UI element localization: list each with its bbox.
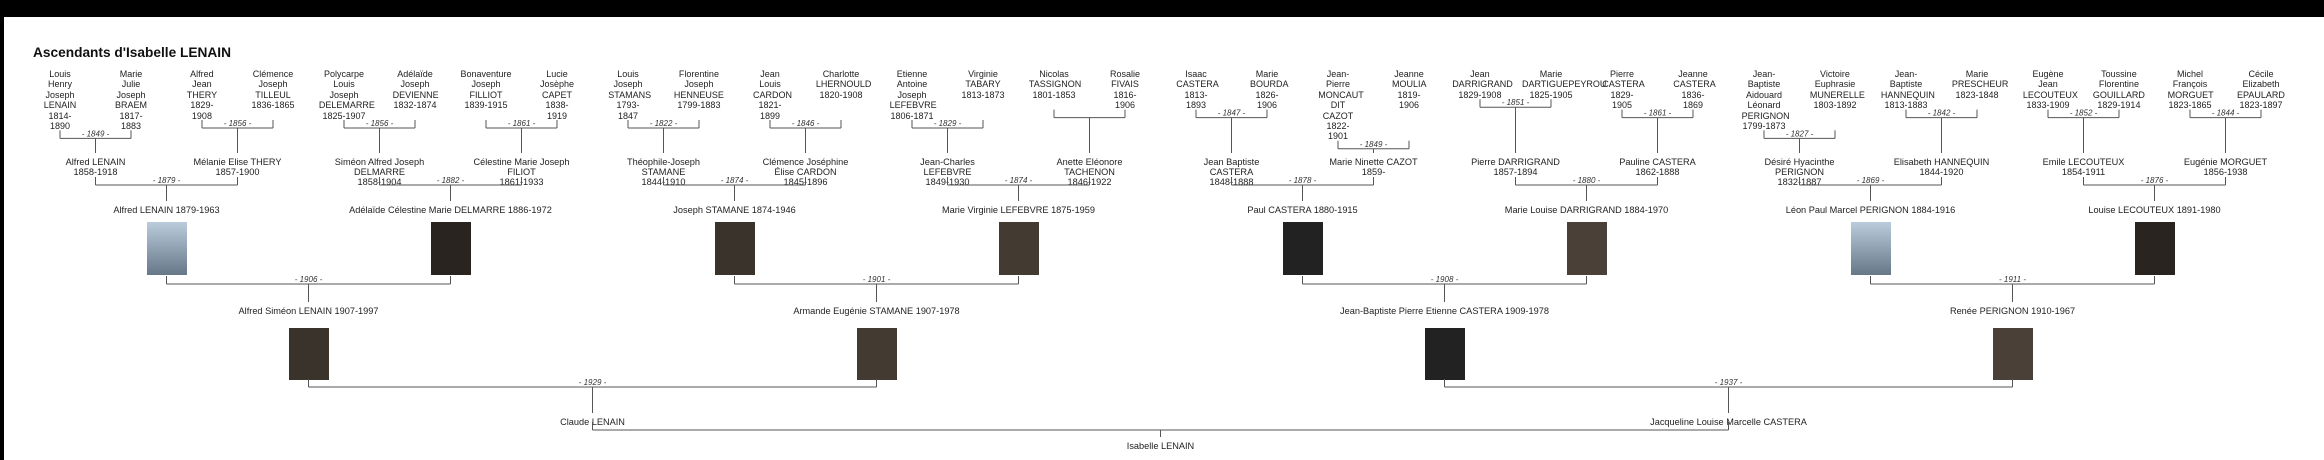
svg-text:- 1856 -: - 1856 -: [366, 119, 394, 128]
svg-text:- 1901 -: - 1901 -: [863, 275, 891, 284]
svg-text:- 1849 -: - 1849 -: [82, 129, 110, 138]
svg-text:- 1851 -: - 1851 -: [1502, 98, 1530, 107]
svg-text:- 1911 -: - 1911 -: [1999, 275, 2026, 284]
svg-text:- 1937 -: - 1937 -: [1715, 378, 1743, 387]
svg-text:- 1849 -: - 1849 -: [1360, 140, 1388, 149]
svg-text:- 1844 -: - 1844 -: [2212, 109, 2240, 118]
svg-text:- 1827 -: - 1827 -: [1786, 129, 1814, 138]
svg-text:- 1852 -: - 1852 -: [2070, 109, 2098, 118]
svg-text:- 1861 -: - 1861 -: [1644, 109, 1672, 118]
svg-text:- 1846 -: - 1846 -: [792, 119, 820, 128]
svg-text:- 1929 -: - 1929 -: [579, 378, 607, 387]
svg-text:- 1882 -: - 1882 -: [437, 176, 465, 185]
svg-text:- 1869 -: - 1869 -: [1857, 176, 1885, 185]
svg-text:- 1822 -: - 1822 -: [650, 119, 678, 128]
svg-text:- 1906 -: - 1906 -: [295, 275, 323, 284]
svg-text:- 1856 -: - 1856 -: [224, 119, 252, 128]
svg-text:- 1829 -: - 1829 -: [934, 119, 962, 128]
svg-text:- 1908 -: - 1908 -: [1431, 275, 1459, 284]
svg-text:- 1842 -: - 1842 -: [1928, 109, 1956, 118]
svg-text:- 1874 -: - 1874 -: [721, 176, 749, 185]
svg-text:- 1880 -: - 1880 -: [1573, 176, 1601, 185]
svg-text:- 1879 -: - 1879 -: [153, 176, 181, 185]
svg-text:- 1861 -: - 1861 -: [508, 119, 536, 128]
svg-text:- 1876 -: - 1876 -: [2141, 176, 2169, 185]
svg-text:- 1847 -: - 1847 -: [1218, 109, 1246, 118]
svg-text:- 1874 -: - 1874 -: [1005, 176, 1033, 185]
svg-text:- 1878 -: - 1878 -: [1289, 176, 1317, 185]
